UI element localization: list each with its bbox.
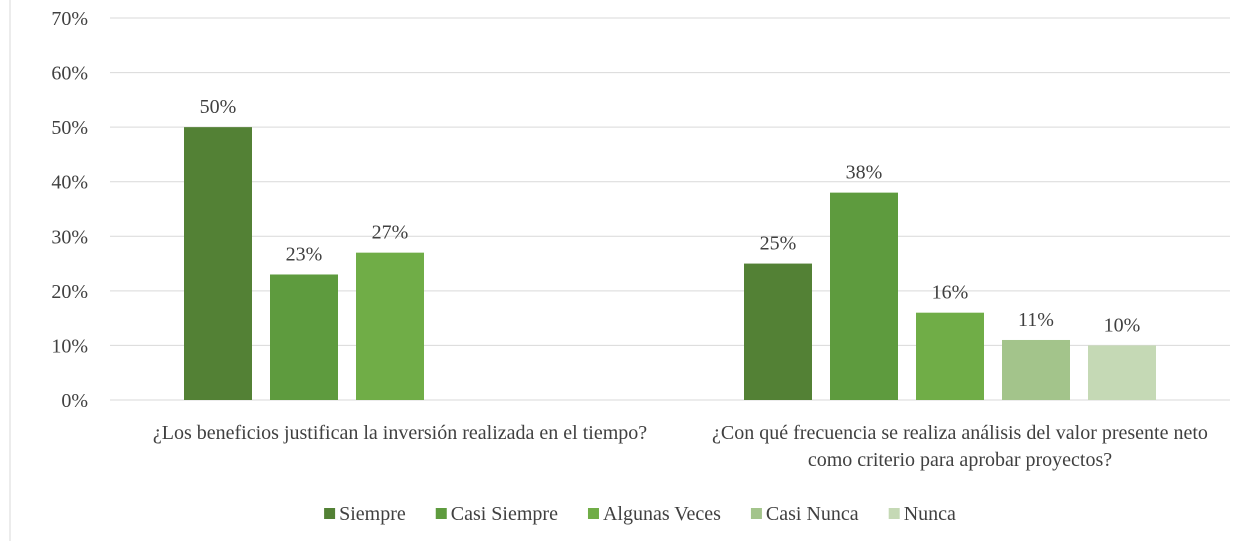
x-tick-label: ¿Con qué frecuencia se realiza análisis …	[712, 422, 1208, 471]
legend-swatch	[435, 508, 447, 519]
value-label: 11%	[1018, 309, 1054, 331]
legend-swatch	[750, 508, 762, 519]
legend-label: Nunca	[904, 503, 956, 525]
y-tick-label: 60%	[51, 63, 88, 85]
x-tick-label: ¿Los beneficios justifican la inversión …	[152, 422, 648, 444]
bar	[830, 192, 898, 400]
value-label: 10%	[1104, 314, 1141, 336]
bar	[916, 312, 984, 400]
bar	[1002, 339, 1070, 400]
legend-label: Casi Siempre	[451, 503, 558, 525]
y-tick-label: 40%	[51, 172, 88, 194]
legend-label: Algunas Veces	[603, 503, 721, 525]
bar	[744, 263, 812, 400]
value-label: 16%	[932, 282, 969, 304]
legend-label: Casi Nunca	[766, 503, 859, 525]
bar	[356, 252, 424, 400]
legend-swatch	[888, 508, 900, 519]
y-tick-label: 70%	[51, 8, 88, 30]
value-label: 27%	[372, 222, 409, 244]
legend-label: Siempre	[339, 503, 406, 525]
y-tick-label: 50%	[51, 117, 88, 139]
value-label: 38%	[846, 162, 883, 184]
legend-swatch	[324, 508, 336, 519]
y-tick-label: 10%	[51, 335, 88, 357]
bar	[1088, 345, 1156, 400]
y-tick-label: 30%	[51, 226, 88, 248]
bar	[184, 127, 252, 401]
bar	[270, 274, 338, 400]
value-label: 50%	[200, 96, 237, 118]
y-tick-label: 20%	[51, 281, 88, 303]
y-tick-label: 0%	[61, 390, 88, 412]
value-label: 23%	[286, 243, 323, 265]
legend-swatch	[587, 508, 599, 519]
value-label: 25%	[760, 233, 797, 255]
